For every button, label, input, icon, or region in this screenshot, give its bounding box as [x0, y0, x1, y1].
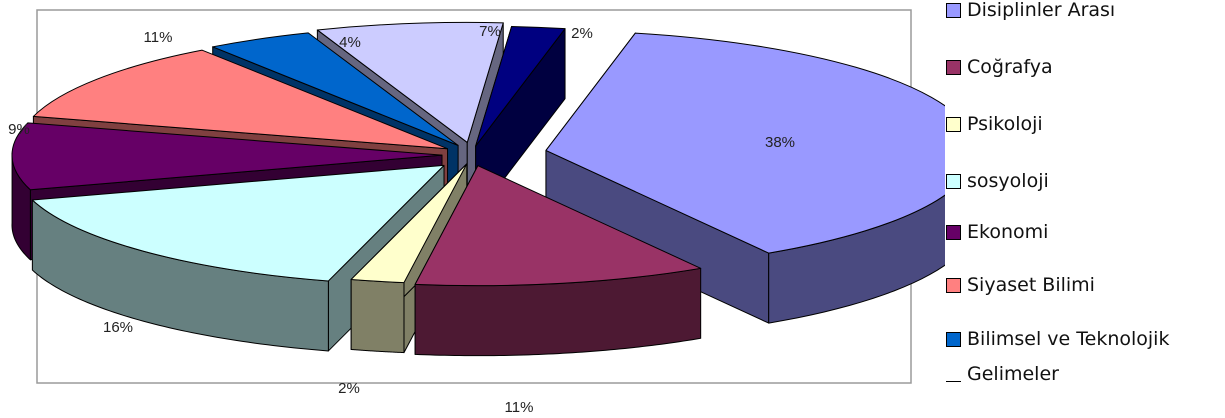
percent-label: 2% [571, 25, 593, 42]
legend-item-sosyoloji: sosyoloji [946, 170, 1049, 192]
legend-label: Bilimsel ve Teknolojik [967, 328, 1170, 350]
legend-label: Gelimeler [967, 363, 1059, 385]
pie-chart: 38% 11% 2% 16% 9% 11% 4% 7% 2% [8, 9, 945, 416]
legend-label: sosyoloji [967, 170, 1049, 192]
percent-label: 7% [479, 23, 501, 40]
slice-top [414, 165, 702, 287]
slice-top [11, 122, 443, 191]
legend-item-bilimsel-ve-teknolojik: Bilimsel ve Teknolojik [946, 328, 1169, 350]
legend-label: Disiplinler Arası [967, 0, 1116, 21]
legend-item-cografya: Coğrafya [946, 56, 1053, 78]
percent-label: 11% [505, 399, 534, 416]
legend-swatch [946, 277, 961, 293]
legend-label: Siyaset Bilimi [967, 274, 1095, 296]
slice-top [212, 32, 459, 146]
legend: Disiplinler Arası Coğrafya Psikoloji sos… [946, 0, 1225, 418]
pie-slices [11, 21, 945, 357]
legend-item-disiplinler-arasi: Disiplinler Arası [946, 0, 1115, 21]
legend-item-psikoloji: Psikoloji [946, 113, 1043, 135]
legend-swatch [946, 116, 961, 132]
legend-swatch-partial [946, 367, 961, 382]
slice-top [316, 21, 504, 143]
legend-swatch [946, 59, 961, 75]
legend-swatch [946, 173, 961, 189]
slice-top [32, 49, 449, 150]
percent-label: 38% [765, 134, 795, 151]
legend-swatch [946, 2, 961, 18]
legend-item-gelimeler: Gelimeler [946, 363, 1059, 385]
percent-label: 2% [338, 380, 360, 397]
legend-item-ekonomi: Ekonomi [946, 221, 1048, 243]
percent-label: 16% [103, 319, 133, 336]
percent-label: 11% [144, 29, 173, 46]
slice-top [545, 32, 945, 254]
legend-swatch [946, 331, 961, 347]
legend-swatch [946, 224, 961, 240]
slice-top [350, 163, 468, 284]
percent-labels: 38% 11% 2% 16% 9% 11% 4% 7% 2% [8, 23, 795, 416]
legend-label: Ekonomi [967, 221, 1049, 243]
slice-top [31, 164, 445, 282]
legend-item-siyaset-bilimi: Siyaset Bilimi [946, 274, 1095, 296]
percent-label: 9% [8, 121, 30, 138]
pie-slice [545, 32, 945, 324]
pie-slice [414, 165, 702, 357]
legend-label: Coğrafya [967, 56, 1053, 78]
slice-top [475, 25, 566, 147]
slice-outer-wall [350, 278, 405, 354]
slice-outer-wall [768, 194, 945, 324]
legend-label: Psikoloji [967, 113, 1043, 135]
percent-label: 4% [339, 34, 361, 51]
